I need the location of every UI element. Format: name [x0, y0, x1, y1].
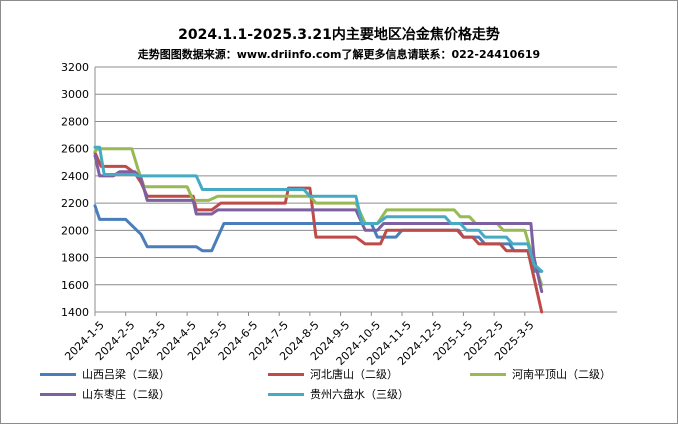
legend-swatch: [268, 372, 304, 376]
legend-label: 山西吕梁（二级）: [82, 368, 170, 381]
series-lines: [93, 145, 544, 314]
legend-item: 山东枣庄（二级）: [40, 386, 170, 402]
series-line-1: [93, 204, 544, 273]
chart-title: 2024.1.1-2025.3.21内主要地区冶金焦价格走势: [178, 27, 500, 43]
legend-label: 山东枣庄（二级）: [82, 388, 170, 401]
y-tick-label: 1600: [61, 279, 89, 292]
legend-swatch: [40, 392, 76, 396]
legend-swatch: [470, 372, 506, 376]
legend-swatch: [268, 392, 304, 396]
y-tick-label: 2200: [61, 197, 89, 210]
y-tick-label: 2800: [61, 115, 89, 128]
y-tick-label: 1800: [61, 252, 89, 265]
y-tick-label: 3000: [61, 88, 89, 101]
legend-item: 山西吕梁（二级）: [40, 366, 170, 382]
x-tick-labels: 2024-1-52024-2-52024-3-52024-4-52024-5-5…: [62, 312, 537, 368]
series-line-3: [93, 147, 544, 287]
y-tick-labels: 1400 1600 1800 2000 2200 2400 2600 2800 3000 3200: [61, 61, 89, 319]
legend-item: 河北唐山（二级）: [268, 366, 398, 382]
legend-label: 贵州六盘水（三级）: [310, 388, 409, 401]
axes: [94, 67, 617, 313]
y-tick-label: 1400: [61, 306, 89, 319]
legend: 山西吕梁（二级） 河北唐山（二级） 河南平顶山（二级） 山东枣庄（二级） 贵州六盘水（三…: [40, 366, 676, 406]
chart-subtitle: 走势图图数据来源：www.driinfo.com了解更多信息请联系：022-24…: [137, 48, 541, 61]
series-line-5: [93, 145, 544, 273]
series-line-4: [93, 154, 544, 294]
series-line-2: [93, 151, 544, 314]
legend-label: 河北唐山（二级）: [310, 368, 398, 381]
y-tick-label: 2600: [61, 143, 89, 156]
legend-swatch: [40, 372, 76, 376]
y-tick-label: 2400: [61, 170, 89, 183]
y-tick-label: 3200: [61, 61, 89, 74]
legend-label: 河南平顶山（二级）: [512, 368, 611, 381]
legend-item: 河南平顶山（二级）: [470, 366, 611, 382]
y-tick-label: 2000: [61, 224, 89, 237]
legend-item: 贵州六盘水（三级）: [268, 386, 409, 402]
